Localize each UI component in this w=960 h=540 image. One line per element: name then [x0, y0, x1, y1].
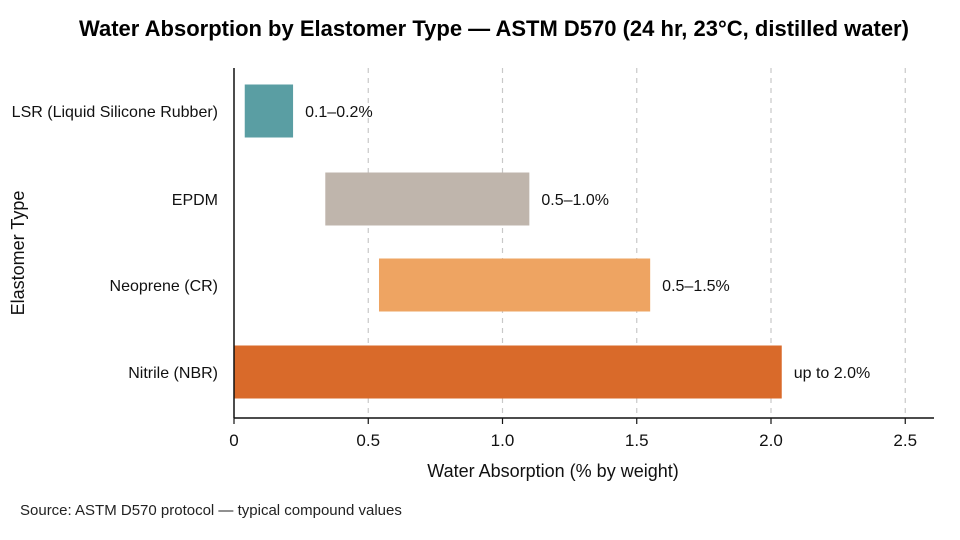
bar: [378, 258, 651, 312]
x-ticks: 0 0.5 1.0 1.5 2.0 2.5: [229, 418, 917, 450]
x-tick-label: 2.0: [759, 431, 783, 450]
y-axis-title: Elastomer Type: [8, 191, 28, 316]
axes: [233, 68, 934, 419]
data-label: up to 2.0%: [794, 365, 871, 382]
data-label: 0.5–1.0%: [541, 192, 609, 209]
bar: [234, 345, 782, 399]
bars: [234, 84, 782, 399]
x-tick-label: 0.5: [356, 431, 380, 450]
category-label: Nitrile (NBR): [128, 365, 218, 382]
x-tick-label: 2.5: [893, 431, 917, 450]
value-labels: 0.1–0.2% 0.5–1.0% 0.5–1.5% up to 2.0%: [305, 104, 870, 382]
data-label: 0.1–0.2%: [305, 104, 373, 121]
bar: [244, 84, 294, 138]
x-tick-label: 1.5: [625, 431, 649, 450]
category-label: LSR (Liquid Silicone Rubber): [12, 104, 218, 121]
x-tick-label: 1.0: [491, 431, 515, 450]
data-label: 0.5–1.5%: [662, 278, 730, 295]
category-labels: LSR (Liquid Silicone Rubber) EPDM Neoprene…: [12, 104, 218, 382]
bar: [325, 172, 530, 226]
x-axis-title: Water Absorption (% by weight): [427, 461, 678, 481]
x-tick-label: 0: [229, 431, 238, 450]
chart-title: Water Absorption by Elastomer Type — AST…: [79, 16, 909, 41]
category-label: Neoprene (CR): [110, 278, 218, 295]
category-label: EPDM: [172, 192, 218, 209]
source-note: Source: ASTM D570 protocol — typical com…: [20, 502, 402, 519]
